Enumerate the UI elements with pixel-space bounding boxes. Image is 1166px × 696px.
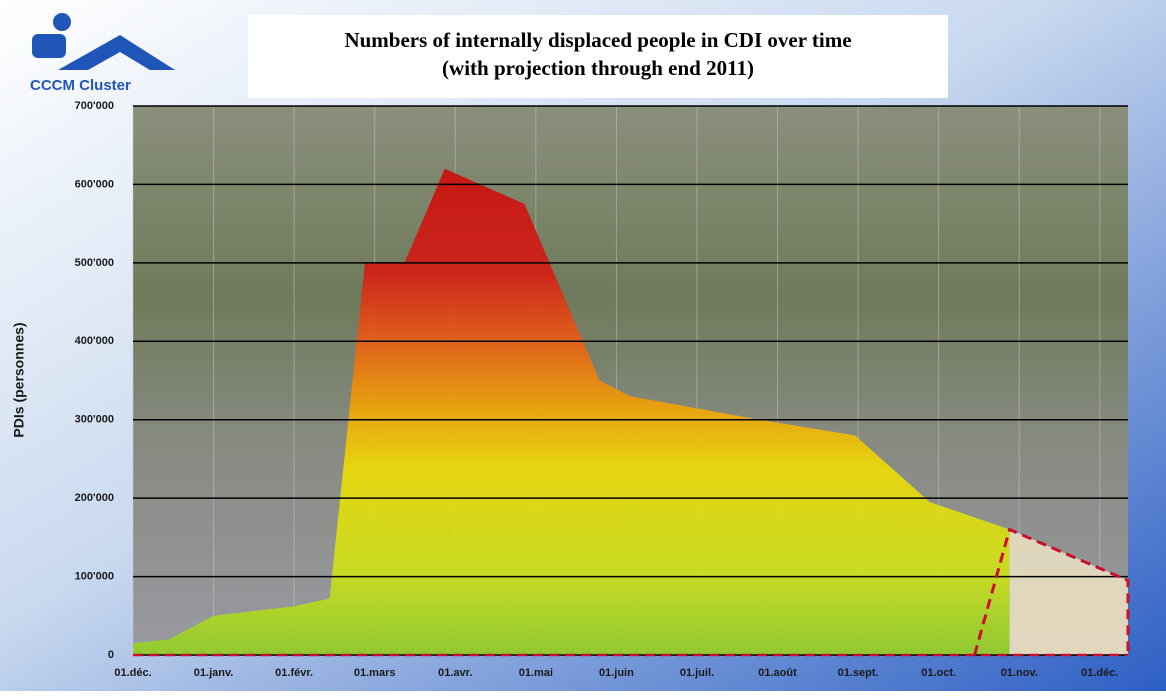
y-tick-label: 300'000: [75, 414, 114, 426]
x-tick-label: 01.sept.: [838, 667, 879, 679]
chart-subtitle: (with projection through end 2011): [442, 56, 754, 80]
x-tick-label: 01.déc.: [1081, 667, 1118, 679]
chart: CCCM Cluster Numbers of internally displ…: [0, 0, 1166, 691]
x-tick-label: 01.oct.: [921, 667, 956, 679]
x-tick-label: 01.mai: [519, 667, 553, 679]
y-tick-label: 100'000: [75, 570, 114, 582]
x-tick-label: 01.nov.: [1001, 667, 1038, 679]
x-tick-label: 01.mars: [354, 667, 396, 679]
x-tick-label: 01.avr.: [438, 667, 472, 679]
y-tick-label: 200'000: [75, 492, 114, 504]
y-tick-label: 600'000: [75, 178, 114, 190]
y-tick-label: 700'000: [75, 100, 114, 112]
x-tick-label: 01.janv.: [194, 667, 234, 679]
y-axis-label: PDIs (personnes): [11, 322, 27, 437]
y-tick-label: 500'000: [75, 257, 114, 269]
logo-text: CCCM Cluster: [30, 77, 131, 94]
x-tick-label: 01.juin: [599, 667, 634, 679]
y-tick-label: 400'000: [75, 335, 114, 347]
y-tick-label: 0: [108, 649, 114, 661]
chart-title: Numbers of internally displaced people i…: [344, 28, 851, 52]
x-tick-label: 01.déc.: [114, 667, 151, 679]
x-tick-label: 01.févr.: [275, 667, 313, 679]
x-tick-label: 01.juil.: [680, 667, 714, 679]
x-tick-label: 01.août: [758, 667, 797, 679]
